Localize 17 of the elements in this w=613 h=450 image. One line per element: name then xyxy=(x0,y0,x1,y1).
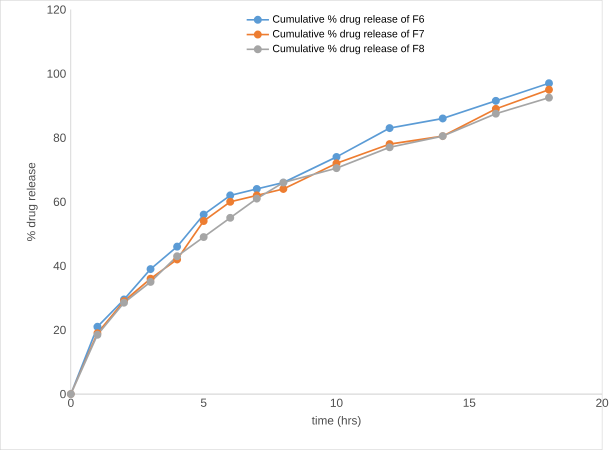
x-tick-label: 10 xyxy=(330,398,343,407)
y-tick-label: 120 xyxy=(48,5,66,14)
legend-label: Cumulative % drug release of F7 xyxy=(272,30,424,40)
legend-label: Cumulative % drug release of F8 xyxy=(272,44,424,54)
x-tick-label: 15 xyxy=(464,398,476,407)
x-tick-label: 20 xyxy=(596,398,608,407)
x-tick-label: 5 xyxy=(200,398,206,407)
y-tick-label: 80 xyxy=(54,134,66,142)
y-tick-label: 60 xyxy=(54,198,66,206)
y-axis-title: % drug release xyxy=(26,162,38,241)
legend-label: Cumulative % drug release of F6 xyxy=(272,15,424,25)
x-tick-label: 0 xyxy=(68,398,74,407)
y-tick-label: 20 xyxy=(54,326,66,334)
y-tick-label: 100 xyxy=(48,69,66,78)
y-tick-label: 40 xyxy=(53,262,66,270)
y-tick-label: 0 xyxy=(60,390,66,398)
x-axis-title: time (hrs) xyxy=(312,416,361,427)
